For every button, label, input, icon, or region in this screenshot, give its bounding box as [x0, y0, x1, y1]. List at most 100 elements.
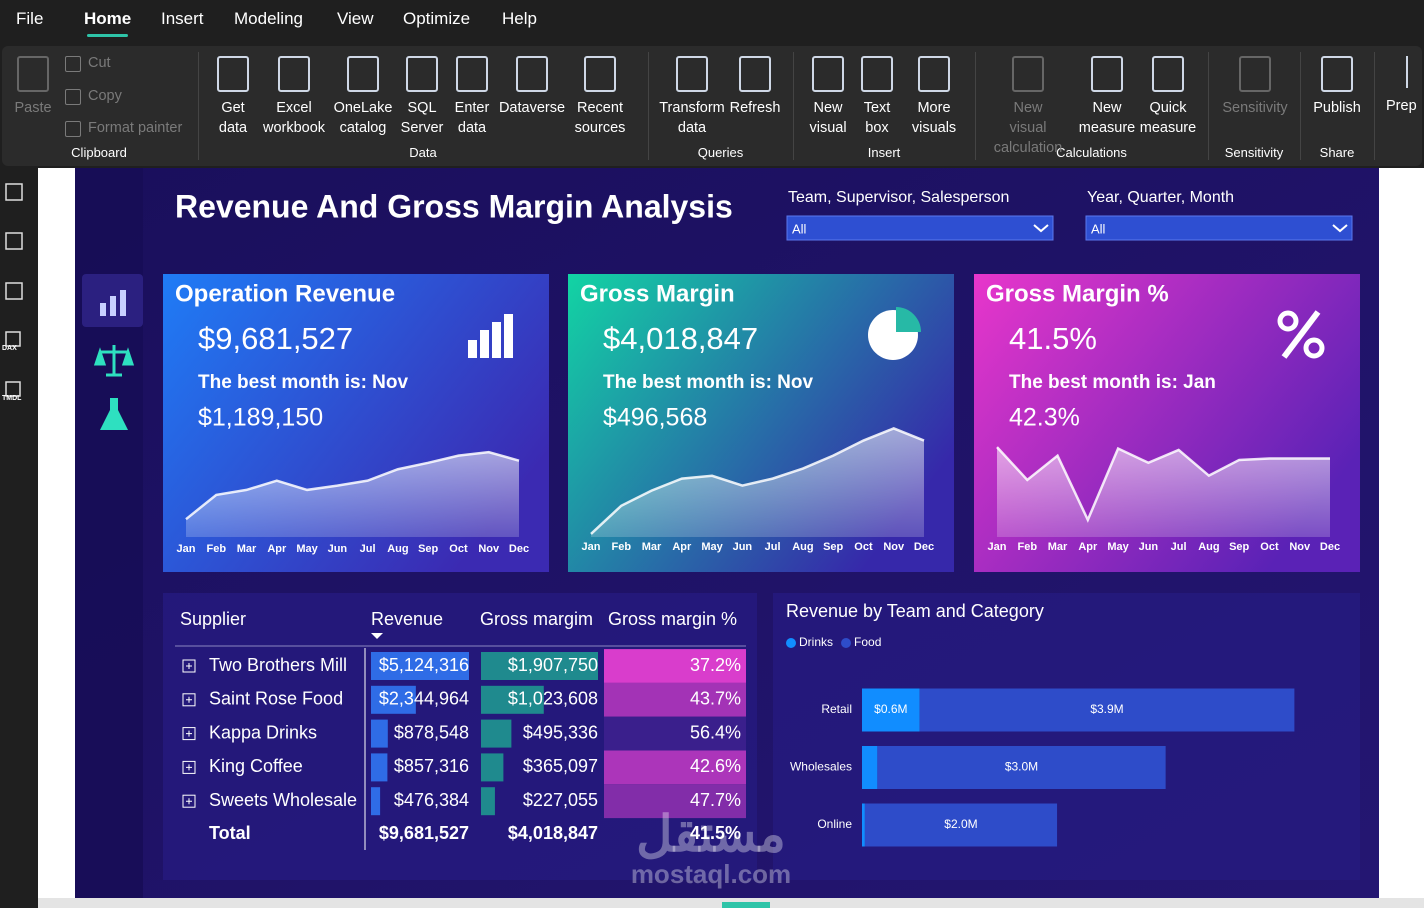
area-line	[185, 450, 520, 521]
card-best-month: The best month is: Nov	[603, 372, 814, 393]
bar	[862, 803, 865, 847]
ribbon-button[interactable]: Recent sources	[574, 100, 626, 136]
expand-plus	[186, 663, 192, 669]
x-tick-label: Dec	[1320, 541, 1340, 553]
x-tick-label: Nov	[1289, 541, 1311, 553]
menu-item[interactable]: Optimize	[403, 9, 471, 28]
card-icon-percent	[1277, 310, 1299, 332]
ribbon-button[interactable]: New measure	[1078, 100, 1136, 136]
menu-item[interactable]: Home	[84, 9, 132, 28]
ribbon-button[interactable]: Prep	[1386, 98, 1417, 114]
ribbon-button[interactable]: Get data	[218, 100, 248, 136]
x-tick-label: Jun	[328, 543, 348, 555]
expand-button[interactable]	[182, 659, 196, 673]
expand-button[interactable]	[182, 727, 196, 741]
x-tick-label: May	[296, 543, 318, 555]
expand-button[interactable]	[182, 693, 196, 707]
sidebar	[0, 168, 38, 908]
card-best-value: $1,189,150	[198, 404, 323, 432]
card-best-value: 42.3%	[1009, 404, 1080, 432]
conditional-cell	[604, 750, 746, 785]
supplier-name: Two Brothers Mill	[209, 655, 347, 675]
ribbon-button[interactable]: Excel workbook	[262, 100, 326, 136]
ribbon-button[interactable]: Dataverse	[498, 100, 566, 116]
group-separator	[975, 52, 976, 160]
slicer-dropdown[interactable]	[786, 215, 1054, 241]
gross-margin-pct-cell: 37.2%	[690, 655, 741, 675]
ribbon-icon	[278, 56, 310, 92]
revenue-cell: $857,316	[394, 756, 469, 776]
ribbon-button[interactable]: Publish	[1313, 100, 1361, 116]
card-title: Operation Revenue	[175, 280, 395, 307]
ribbon-button[interactable]: Text box	[863, 100, 891, 136]
expand-button[interactable]	[182, 794, 196, 808]
menu-item[interactable]: Insert	[161, 9, 204, 28]
ribbon-button: Paste	[14, 100, 52, 116]
ribbon-group-label: Calculations	[1056, 145, 1127, 160]
ribbon-button[interactable]: New visual	[809, 100, 847, 136]
ribbon-button[interactable]: Enter data	[454, 100, 490, 136]
expand-button[interactable]	[182, 760, 196, 774]
data-label: $2.0M	[944, 817, 977, 831]
page-tab-indicator	[722, 902, 770, 908]
column-header: Gross margim	[480, 609, 593, 629]
gross-margin-cell: $365,097	[523, 756, 598, 776]
menu-item[interactable]: Help	[502, 9, 537, 28]
x-tick-label: Jan	[582, 541, 601, 553]
active-tab-underline	[87, 34, 128, 37]
card-icon-bar	[492, 322, 501, 358]
bar	[919, 688, 1295, 732]
ribbon-button[interactable]: OneLake catalog	[333, 100, 393, 136]
ribbon-button[interactable]: More visuals	[911, 100, 957, 136]
x-tick-label: Apr	[672, 541, 692, 553]
x-tick-label: Oct	[1260, 541, 1279, 553]
menu-item[interactable]: File	[16, 9, 44, 28]
data-bar	[481, 719, 512, 748]
menu-item[interactable]: Modeling	[234, 9, 303, 28]
conditional-cell	[604, 784, 746, 819]
x-tick-label: Mar	[1048, 541, 1068, 553]
data-label: $0.6M	[874, 702, 907, 716]
ribbon-icon	[347, 56, 379, 92]
watermark-arabic: مستقل	[636, 806, 786, 862]
area-line	[590, 427, 925, 535]
ribbon-button[interactable]: Transform data	[659, 100, 725, 136]
report-title: Revenue And Gross Margin Analysis	[175, 188, 733, 224]
x-tick-label: Oct	[449, 543, 468, 555]
ribbon-icon	[17, 56, 49, 92]
supplier-name: Kappa Drinks	[209, 722, 317, 742]
sidebar-icon	[5, 183, 23, 201]
y-tick-label: Online	[817, 817, 852, 831]
supplier-name: King Coffee	[209, 756, 303, 776]
card-icon-bar	[480, 330, 489, 358]
total-label: Total	[209, 823, 251, 843]
ribbon-icon	[516, 56, 548, 92]
ribbon-icon	[217, 56, 249, 92]
nav-icon-bar	[120, 290, 126, 316]
ribbon-icon	[1012, 56, 1044, 92]
x-tick-label: Mar	[642, 541, 662, 553]
total-gross-margin: $4,018,847	[508, 823, 598, 843]
card-value: $9,681,527	[198, 321, 353, 356]
data-bar	[481, 787, 495, 816]
data-bar	[371, 685, 416, 714]
card-icon-percent	[1303, 337, 1325, 359]
ribbon-button[interactable]: Refresh	[729, 100, 781, 116]
slicer-dropdown[interactable]	[1085, 215, 1353, 241]
x-tick-label: Jul	[765, 541, 781, 553]
x-tick-label: Jun	[733, 541, 753, 553]
x-tick-label: Aug	[792, 541, 813, 553]
x-tick-label: Sep	[823, 541, 843, 553]
card-icon-pie-slice	[896, 307, 921, 332]
ribbon-button[interactable]: Quick measure	[1139, 100, 1197, 136]
column-header: Supplier	[180, 609, 246, 629]
gross-margin-pct-cell: 43.7%	[690, 689, 741, 709]
slicer-label: Year, Quarter, Month	[1087, 189, 1234, 206]
data-bar	[481, 753, 504, 782]
card-title: Gross Margin %	[986, 280, 1169, 307]
menu-item[interactable]: View	[337, 9, 374, 28]
x-tick-label: Apr	[267, 543, 287, 555]
card-icon-bar	[504, 314, 513, 358]
ribbon-button[interactable]: SQL Server	[400, 100, 444, 136]
x-tick-label: Dec	[914, 541, 934, 553]
